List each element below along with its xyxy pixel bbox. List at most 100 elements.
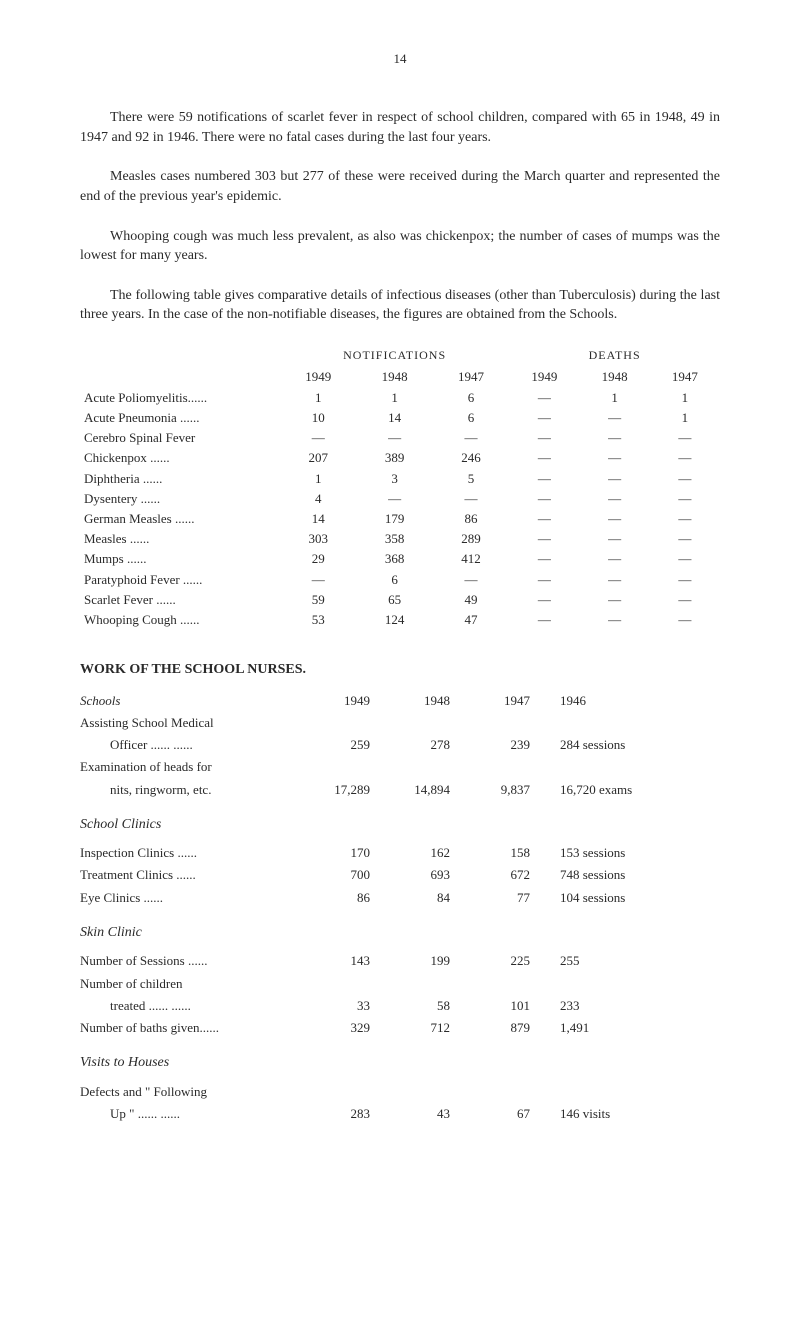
- assisting-label-2: Officer ...... ......: [80, 736, 310, 754]
- d48: —: [580, 428, 650, 448]
- d47: 1: [650, 408, 720, 428]
- row-label: Chickenpox ......: [80, 448, 280, 468]
- d48: —: [580, 469, 650, 489]
- row-label: German Measles ......: [80, 509, 280, 529]
- n49: 1: [280, 388, 356, 408]
- n47: 6: [433, 408, 509, 428]
- d49: —: [509, 549, 579, 569]
- n48: 3: [356, 469, 432, 489]
- table-body: Acute Poliomyelitis......116—11Acute Pne…: [80, 388, 720, 630]
- row-label: Cerebro Spinal Fever: [80, 428, 280, 448]
- row-label: Eye Clinics ......: [80, 889, 310, 907]
- row-v48: 58: [390, 997, 470, 1015]
- n47: 289: [433, 529, 509, 549]
- row-v48: 84: [390, 889, 470, 907]
- n49: 14: [280, 509, 356, 529]
- assisting-label-1: Assisting School Medical: [80, 714, 310, 732]
- n-year-1949: 1949: [280, 366, 356, 388]
- d47: —: [650, 529, 720, 549]
- row-v47: 672: [470, 866, 550, 884]
- examination-v47: 9,837: [470, 781, 550, 799]
- visits-v47: 67: [470, 1105, 550, 1123]
- d49: —: [509, 590, 579, 610]
- assisting-line-1: Assisting School Medical: [80, 714, 720, 732]
- examination-v48: 14,894: [390, 781, 470, 799]
- paragraph-1: There were 59 notifications of scarlet f…: [80, 108, 720, 147]
- row-label: Treatment Clinics ......: [80, 866, 310, 884]
- d49: —: [509, 469, 579, 489]
- assisting-v48: 278: [390, 736, 470, 754]
- d48: —: [580, 408, 650, 428]
- row-note: 104 sessions: [550, 889, 720, 907]
- d47: —: [650, 469, 720, 489]
- row-label: Acute Poliomyelitis......: [80, 388, 280, 408]
- assisting-v47: 239: [470, 736, 550, 754]
- row-v47: 879: [470, 1019, 550, 1037]
- row-note: 153 sessions: [550, 844, 720, 862]
- row-label: Inspection Clinics ......: [80, 844, 310, 862]
- n49: —: [280, 570, 356, 590]
- n47: 86: [433, 509, 509, 529]
- skin-clinic-row: Number of children: [80, 975, 720, 993]
- table-row: Whooping Cough ......5312447———: [80, 610, 720, 630]
- d-year-1949: 1949: [509, 366, 579, 388]
- schools-col-1948: 1948: [390, 692, 470, 710]
- visits-v49: 283: [310, 1105, 390, 1123]
- row-label: Whooping Cough ......: [80, 610, 280, 630]
- d47: —: [650, 590, 720, 610]
- n48: 124: [356, 610, 432, 630]
- assisting-line-2: Officer ...... ...... 259 278 239 284 se…: [80, 736, 720, 754]
- row-v49: 170: [310, 844, 390, 862]
- d49: —: [509, 428, 579, 448]
- visits-line-2: Up " ...... ...... 283 43 67 146 visits: [80, 1105, 720, 1123]
- row-v48: 162: [390, 844, 470, 862]
- row-v49: 329: [310, 1019, 390, 1037]
- n47: 246: [433, 448, 509, 468]
- visits-line-1: Defects and " Following: [80, 1083, 720, 1101]
- assisting-v49: 259: [310, 736, 390, 754]
- skin-clinic-row: Number of Sessions ......143199225255: [80, 952, 720, 970]
- n49: 59: [280, 590, 356, 610]
- table-row: Scarlet Fever ......596549———: [80, 590, 720, 610]
- row-v49: 33: [310, 997, 390, 1015]
- d47: —: [650, 509, 720, 529]
- n49: 4: [280, 489, 356, 509]
- n49: 1: [280, 469, 356, 489]
- skin-clinic-row: Number of baths given......3297128791,49…: [80, 1019, 720, 1037]
- n49: 10: [280, 408, 356, 428]
- assisting-note: 284 sessions: [550, 736, 720, 754]
- n49: 53: [280, 610, 356, 630]
- page-number: 14: [80, 50, 720, 68]
- school-clinics-rows: Inspection Clinics ......170162158153 se…: [80, 844, 720, 907]
- row-note: 1,491: [550, 1019, 720, 1037]
- paragraph-2: Measles cases numbered 303 but 277 of th…: [80, 167, 720, 206]
- row-label: Number of baths given......: [80, 1019, 310, 1037]
- d48: —: [580, 509, 650, 529]
- d-year-1947: 1947: [650, 366, 720, 388]
- n48: 368: [356, 549, 432, 569]
- d47: 1: [650, 388, 720, 408]
- table-row: Acute Pneumonia ......10146——1: [80, 408, 720, 428]
- d48: —: [580, 610, 650, 630]
- visits-label-2: Up " ...... ......: [80, 1105, 310, 1123]
- school-clinics-title: School Clinics: [80, 815, 720, 835]
- d47: —: [650, 489, 720, 509]
- schools-label: Schools: [80, 692, 310, 710]
- d48: —: [580, 529, 650, 549]
- row-v47: 225: [470, 952, 550, 970]
- n49: 29: [280, 549, 356, 569]
- table-row: German Measles ......1417986———: [80, 509, 720, 529]
- row-label: Mumps ......: [80, 549, 280, 569]
- d49: —: [509, 388, 579, 408]
- table-row: Dysentery ......4—————: [80, 489, 720, 509]
- n47: 6: [433, 388, 509, 408]
- visits-note: 146 visits: [550, 1105, 720, 1123]
- d48: —: [580, 590, 650, 610]
- examination-line-1: Examination of heads for: [80, 758, 720, 776]
- school-clinics-row: Treatment Clinics ......700693672748 ses…: [80, 866, 720, 884]
- schools-header: Schools 1949 1948 1947 1946: [80, 692, 720, 710]
- row-label: Diphtheria ......: [80, 469, 280, 489]
- d47: —: [650, 428, 720, 448]
- row-label: Scarlet Fever ......: [80, 590, 280, 610]
- n49: —: [280, 428, 356, 448]
